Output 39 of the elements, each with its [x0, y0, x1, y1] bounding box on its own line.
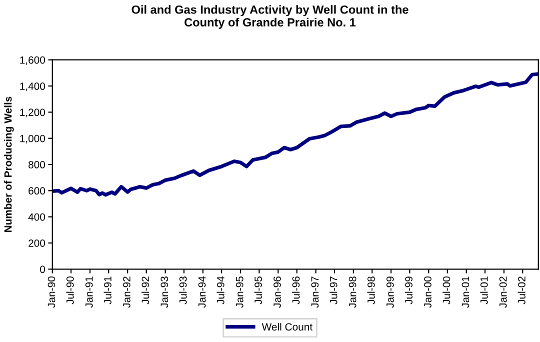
x-tick-label: Jan-02 — [499, 276, 507, 308]
chart-title: Oil and Gas Industry Activity by Well Count in the County of Grande Prairie No. 1 — [132, 5, 408, 29]
x-tick-label: Jul-91 — [104, 276, 112, 304]
x-tick-label: Jan-98 — [348, 276, 356, 308]
x-tick-label: Jan-90 — [48, 276, 56, 308]
y-tick-label: 600 — [28, 187, 46, 195]
y-tick-label: 0 — [40, 266, 46, 274]
x-tick-label: Jan-96 — [274, 276, 281, 308]
x-tick-label: Jul-92 — [141, 276, 150, 304]
y-tick-label: 800 — [28, 161, 46, 168]
y-tick-label: 1,000 — [20, 134, 46, 144]
x-tick-label: Jan-01 — [462, 276, 470, 308]
x-tick-label: Jul-93 — [179, 276, 187, 304]
y-axis-title: Number of Producing Wells — [4, 96, 14, 232]
x-tick-label: Jul-95 — [254, 276, 262, 304]
x-tick-label: Jul-02 — [518, 276, 526, 304]
y-tick-label: 1,200 — [20, 108, 46, 118]
x-tick-label: Jul-99 — [404, 276, 412, 304]
x-tick-label: Jul-94 — [216, 276, 224, 304]
x-tick-label: Jul-90 — [66, 276, 74, 304]
x-tick-label: Jul-00 — [442, 276, 450, 304]
y-tick-label: 1,400 — [20, 82, 46, 92]
x-tick-label: Jan-99 — [386, 276, 394, 308]
x-tick-label: Jan-92 — [123, 276, 130, 308]
x-tick-label: Jul-98 — [367, 276, 375, 304]
x-tick-label: Jul-96 — [292, 276, 300, 304]
x-tick-label: Jan-97 — [311, 276, 319, 308]
x-tick-label: Jan-00 — [424, 276, 432, 308]
x-tick-label: Jan-93 — [160, 276, 168, 308]
x-tick-label: Jul-01 — [480, 276, 488, 304]
legend-label: Well Count — [262, 322, 312, 331]
x-tick-label: Jan-95 — [236, 276, 244, 308]
line-series — [52, 72, 538, 197]
y-tick-label: 1,600 — [20, 56, 46, 65]
x-tick-label: Jan-94 — [198, 276, 206, 308]
y-tick-label: 400 — [28, 213, 46, 221]
x-tick-label: Jan-91 — [85, 276, 93, 308]
y-tick-label: 200 — [28, 239, 46, 247]
x-tick-label: Jul-97 — [330, 276, 338, 304]
